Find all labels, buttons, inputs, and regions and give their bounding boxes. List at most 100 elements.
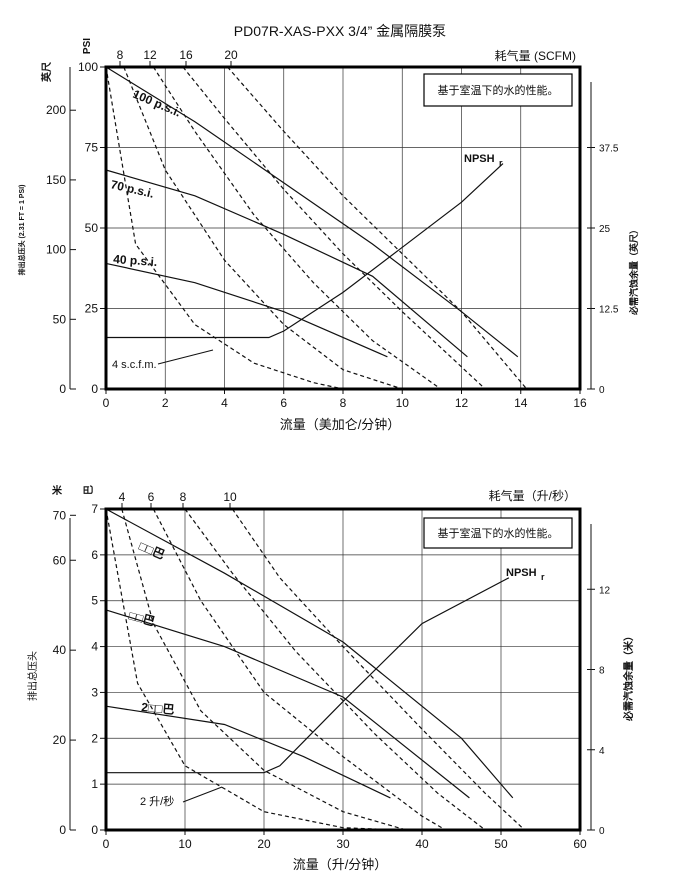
chart2-y-tick-label: 0 (91, 823, 98, 837)
chart1-top-axis-label: 耗气量 (SCFM) (495, 48, 576, 63)
chart2-y-tick-label: 2 (91, 731, 98, 745)
chart2-x-tick-label: 0 (103, 837, 110, 851)
chart1-left-rotated-label: 排出总压头 (2.31 FT = 1 PSI) (17, 185, 26, 276)
chart2-y-tick-label: 4 (91, 640, 98, 654)
chart1-series-pressure-line-3 (106, 163, 504, 339)
chart1-right-tick-label: 37.5 (599, 144, 619, 155)
chart2-x-tick-label: 50 (494, 837, 508, 851)
chart2-top-tick-label: 4 (119, 490, 126, 504)
chart1-series-pressure-line-0 (105, 66, 519, 358)
chart1-series-air-line-5 (123, 66, 403, 390)
chart1-right-tick-label: 25 (599, 224, 611, 235)
chart1-outer-tick-label: 200 (46, 103, 66, 117)
chart1-x-tick-label: 8 (340, 396, 347, 410)
chart2-x-tick-label: 20 (257, 837, 271, 851)
chart2-y-tick-label: 3 (91, 685, 98, 699)
chart1-outer-tick-label: 150 (46, 173, 66, 187)
chart1-left-outer-label: 英尺 (40, 62, 53, 83)
chart2-top-tick-label: 6 (148, 490, 155, 504)
chart2-pressure-curve-label: □□巴 (137, 539, 167, 562)
chart2-outer-tick-label: 60 (53, 553, 67, 567)
chart2-x-tick-label: 30 (336, 837, 350, 851)
chart1-npsh-subscript: r (499, 158, 503, 168)
chart1-x-axis-label: 流量（美加仑/分钟） (280, 417, 401, 432)
chart1-note-box (423, 73, 573, 107)
chart2-x-axis-label: 流量（升/分钟） (293, 857, 388, 872)
chart1-pressure-curve-label: 100 p.s.i. (131, 87, 183, 120)
chart2-right-axis-label: 必需汽蚀余量（米） (622, 631, 635, 722)
chart2-top-tick-label: 8 (180, 490, 187, 504)
chart2-y-unit-label: 巴 (83, 485, 95, 495)
chart1-y-tick-label: 25 (85, 302, 99, 316)
chart2-series-pressure-line-1 (105, 609, 470, 799)
chart2-right-tick-label: 8 (599, 666, 605, 677)
chart1-right-axis-label: 必需汽蚀余量（英尺） (628, 225, 639, 316)
chart1-top-tick-label: 16 (179, 48, 193, 62)
chart1-y-tick-label: 100 (78, 60, 98, 74)
chart1-x-tick-label: 4 (221, 396, 228, 410)
chart2-npsh-subscript: r (541, 572, 545, 582)
chart1-air-curve-leader (157, 349, 214, 365)
chart1-series-air-line-4 (105, 66, 344, 390)
chart2-note-box (423, 517, 573, 549)
chart1-title: PD07R-XAS-PXX 3/4” 金属隔膜泵 (234, 23, 446, 39)
chart1-x-tick-label: 2 (162, 396, 169, 410)
chart2-pressure-curve-label: □□巴 (127, 608, 156, 628)
chart2-outer-tick-label: 70 (53, 508, 67, 522)
chart1-series-pressure-line-1 (105, 169, 468, 358)
chart1-x-tick-label: 6 (280, 396, 287, 410)
chart2-left-outer-label: 米 (52, 484, 63, 497)
chart1-y-tick-label: 50 (85, 221, 99, 235)
chart2-right-tick-label: 0 (599, 826, 605, 837)
chart1-pressure-curve-label: 40 p.s.i. (113, 252, 158, 269)
chart2-x-tick-label: 40 (415, 837, 429, 851)
chart2-x-tick-label: 60 (573, 837, 587, 851)
chart2-top-tick-label: 10 (223, 490, 237, 504)
chart2-left-rotated-label: 排出总压头 (26, 651, 39, 701)
chart2-series-air-line-4 (105, 508, 399, 831)
chart2-y-tick-label: 1 (91, 777, 98, 791)
chart1-top-tick-label: 8 (117, 48, 124, 62)
chart2-series-pressure-line-0 (105, 508, 514, 799)
chart1-x-tick-label: 12 (455, 396, 469, 410)
chart1-series-pressure-line-2 (105, 262, 388, 358)
chart1-x-tick-label: 14 (514, 396, 528, 410)
chart1-y-tick-label: 0 (91, 382, 98, 396)
chart1-plot-frame (104, 65, 582, 391)
chart2-outer-tick-label: 20 (53, 733, 67, 747)
chart2-outer-tick-label: 40 (53, 643, 67, 657)
chart2-note-text: 基于室温下的水的性能。 (438, 526, 559, 540)
chart2-series-pressure-line-3 (106, 577, 510, 774)
chart2-air-curve-label: 2 升/秒 (140, 794, 174, 808)
chart1-note-text: 基于室温下的水的性能。 (438, 83, 559, 97)
chart1-air-curve-label: 4 s.c.f.m. (112, 359, 157, 371)
chart2-y-tick-label: 5 (91, 594, 98, 608)
chart2-series-pressure-line-2 (105, 705, 391, 799)
chart1-npsh-label: NPSH (464, 153, 495, 165)
chart1-top-tick-label: 20 (224, 48, 238, 62)
chart2-x-tick-label: 10 (178, 837, 192, 851)
chart2-pressure-curve-label: 2□□巴 (141, 700, 175, 717)
chart1-x-tick-label: 16 (573, 396, 587, 410)
chart2-top-axis-label: 耗气量（升/秒） (489, 488, 576, 503)
chart2-y-tick-label: 6 (91, 548, 98, 562)
chart1-pressure-curve-label: 70 p.s.i. (109, 177, 155, 201)
chart1-right-tick-label: 12.5 (599, 305, 619, 316)
chart2-series-air-line-8 (231, 508, 526, 831)
chart2-outer-tick-label: 0 (59, 823, 66, 837)
chart1-right-tick-label: 0 (599, 385, 605, 396)
chart2-npsh-label: NPSH (506, 567, 537, 579)
chart2-y-tick-label: 7 (91, 502, 98, 516)
chart1-x-tick-label: 0 (103, 396, 110, 410)
chart1-outer-tick-label: 50 (53, 312, 67, 326)
chart1-y-unit-label: PSI (82, 38, 93, 54)
chart2-air-curve-leader (182, 786, 223, 803)
chart2-right-tick-label: 12 (599, 585, 611, 596)
chart2-right-tick-label: 4 (599, 746, 605, 757)
chart1-series-air-line-8 (227, 66, 528, 390)
chart2-series-air-line-6 (152, 508, 447, 831)
chart1-y-tick-label: 75 (85, 141, 99, 155)
chart2-series-air-line-5 (121, 508, 407, 831)
chart1-outer-tick-label: 100 (46, 243, 66, 257)
